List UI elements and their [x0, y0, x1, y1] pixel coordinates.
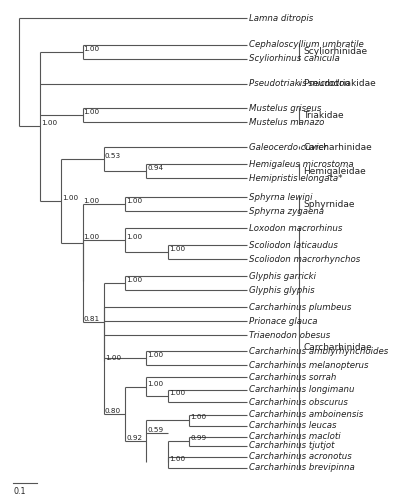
- Text: 1.00: 1.00: [84, 234, 100, 240]
- Text: 0.80: 0.80: [105, 408, 121, 414]
- Text: 0.53: 0.53: [105, 154, 121, 160]
- Text: Sphyrna zygaena: Sphyrna zygaena: [249, 206, 324, 216]
- Text: Triaenodon obesus: Triaenodon obesus: [249, 331, 331, 340]
- Text: 0.94: 0.94: [147, 166, 164, 172]
- Text: 1.00: 1.00: [41, 120, 57, 126]
- Text: Carcharhinus leucas: Carcharhinus leucas: [249, 421, 337, 430]
- Text: Carcharhinus melanopterus: Carcharhinus melanopterus: [249, 360, 369, 370]
- Text: Carcharhinus amboinensis: Carcharhinus amboinensis: [249, 410, 364, 420]
- Text: 1.00: 1.00: [147, 381, 164, 387]
- Text: 1.00: 1.00: [147, 352, 164, 358]
- Text: 1.00: 1.00: [190, 414, 206, 420]
- Text: Mustelus manazo: Mustelus manazo: [249, 118, 325, 127]
- Text: 1.00: 1.00: [169, 390, 185, 396]
- Text: Sphyrnidae: Sphyrnidae: [303, 200, 355, 208]
- Text: 1.00: 1.00: [62, 195, 78, 201]
- Text: 1.00: 1.00: [126, 234, 142, 240]
- Text: Glyphis garricki: Glyphis garricki: [249, 272, 316, 281]
- Text: Scyliorhinus canicula: Scyliorhinus canicula: [249, 54, 340, 63]
- Text: Hemigaleus microstoma: Hemigaleus microstoma: [249, 160, 354, 169]
- Text: Glyphis glyphis: Glyphis glyphis: [249, 286, 315, 295]
- Text: 1.00: 1.00: [169, 246, 185, 252]
- Text: Hemipristis elongata*: Hemipristis elongata*: [249, 174, 343, 183]
- Text: 0.1: 0.1: [13, 487, 26, 496]
- Text: Carcharhinidae: Carcharhinidae: [303, 344, 372, 352]
- Text: Galeocerdo cuvier: Galeocerdo cuvier: [249, 143, 327, 152]
- Text: Scyliorhinidae: Scyliorhinidae: [303, 48, 367, 56]
- Text: Carcharhinus obscurus: Carcharhinus obscurus: [249, 398, 348, 407]
- Text: 1.00: 1.00: [84, 110, 100, 116]
- Text: Carcharhinus macloti: Carcharhinus macloti: [249, 432, 341, 441]
- Text: 0.59: 0.59: [147, 428, 164, 434]
- Text: 1.00: 1.00: [126, 278, 142, 283]
- Text: Lamna ditropis: Lamna ditropis: [249, 14, 314, 23]
- Text: 1.00: 1.00: [105, 354, 121, 360]
- Text: Carcharhinidae: Carcharhinidae: [303, 143, 372, 152]
- Text: Cephaloscyllium umbratile: Cephaloscyllium umbratile: [249, 40, 364, 50]
- Text: 0.81: 0.81: [84, 316, 100, 322]
- Text: Mustelus griseus: Mustelus griseus: [249, 104, 322, 113]
- Text: 1.00: 1.00: [169, 456, 185, 462]
- Text: 1.00: 1.00: [84, 46, 100, 52]
- Text: Carcharhinus plumbeus: Carcharhinus plumbeus: [249, 303, 352, 312]
- Text: Triakidae: Triakidae: [303, 111, 344, 120]
- Text: Sphyrna lewini: Sphyrna lewini: [249, 192, 313, 202]
- Text: Loxodon macrorhinus: Loxodon macrorhinus: [249, 224, 343, 232]
- Text: Prionace glauca: Prionace glauca: [249, 317, 318, 326]
- Text: Pseudotriakidae: Pseudotriakidae: [303, 79, 376, 88]
- Text: 1.00: 1.00: [126, 198, 142, 204]
- Text: Scoliodon macrorhynchos: Scoliodon macrorhynchos: [249, 255, 360, 264]
- Text: 0.99: 0.99: [190, 435, 206, 441]
- Text: 0.92: 0.92: [126, 435, 142, 441]
- Text: Carcharhinus amblyrhynchoides: Carcharhinus amblyrhynchoides: [249, 346, 388, 356]
- Text: Carcharhinus tjutjot: Carcharhinus tjutjot: [249, 442, 335, 450]
- Text: Carcharhinus longimanu: Carcharhinus longimanu: [249, 386, 355, 394]
- Text: Scoliodon laticaudus: Scoliodon laticaudus: [249, 241, 338, 250]
- Text: Carcharhinus sorrah: Carcharhinus sorrah: [249, 373, 337, 382]
- Text: Hemigaleidae: Hemigaleidae: [303, 167, 366, 176]
- Text: Carcharhinus brevipinna: Carcharhinus brevipinna: [249, 463, 355, 472]
- Text: 1.00: 1.00: [84, 198, 100, 204]
- Text: Carcharhinus acronotus: Carcharhinus acronotus: [249, 452, 352, 461]
- Text: Pseudotriakis microdon: Pseudotriakis microdon: [249, 79, 350, 88]
